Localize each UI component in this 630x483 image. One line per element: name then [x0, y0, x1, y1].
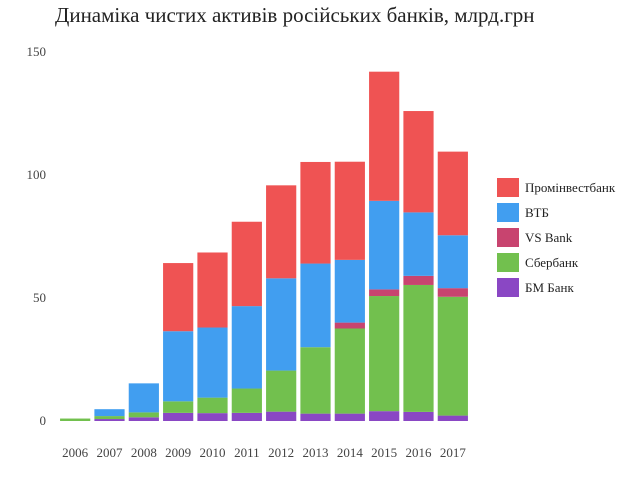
bar-segment — [197, 397, 228, 414]
bar-segment — [403, 411, 434, 421]
legend-label: Промінвестбанк — [525, 180, 616, 195]
bar-segment — [128, 412, 159, 418]
x-tick-label: 2012 — [268, 445, 294, 460]
legend-swatch — [497, 253, 519, 272]
bar-segment — [369, 289, 400, 297]
y-tick-label: 50 — [33, 290, 46, 305]
bar-segment — [300, 413, 331, 421]
bar-segment — [403, 275, 434, 285]
bar-segment — [300, 347, 331, 414]
bar-segment — [163, 401, 194, 413]
x-tick-label: 2015 — [371, 445, 397, 460]
y-tick-label: 100 — [27, 167, 47, 182]
legend: Промінвестбанк ВТБ VS Bank Сбербанк БМ Банк — [497, 178, 616, 297]
bar-segment — [369, 71, 400, 201]
x-tick-label: 2011 — [234, 445, 260, 460]
bar-segment — [231, 221, 262, 307]
bar-segment — [163, 263, 194, 332]
bar-segment — [266, 370, 297, 412]
bar-segment — [334, 259, 365, 323]
x-axis-ticks: 2006 2007 2008 2009 2010 2011 2012 2013 2014 2015… — [62, 445, 466, 460]
bar-segment — [94, 419, 125, 421]
x-tick-label: 2007 — [97, 445, 124, 460]
bar-segment — [437, 288, 468, 297]
bar-segment — [403, 212, 434, 276]
x-tick-label: 2010 — [200, 445, 226, 460]
bar-segment — [300, 161, 331, 264]
bar-segment — [60, 418, 91, 421]
bar-segment — [231, 306, 262, 389]
bar-segment — [334, 328, 365, 414]
legend-label: Сбербанк — [525, 255, 579, 270]
bar-segment — [128, 383, 159, 413]
x-tick-label: 2008 — [131, 445, 157, 460]
legend-swatch — [497, 178, 519, 197]
bar-segment — [403, 111, 434, 213]
bar-segment — [369, 200, 400, 290]
chart-title: Динаміка чистих активів російських банкі… — [55, 3, 535, 27]
bar-segment — [163, 331, 194, 402]
y-tick-label: 150 — [27, 44, 47, 59]
bar-segment — [334, 322, 365, 329]
legend-label: ВТБ — [525, 205, 549, 220]
bar-segment — [94, 409, 125, 417]
bar-segment — [197, 413, 228, 421]
bar-segment — [437, 235, 468, 289]
bar-segment — [163, 412, 194, 421]
bar-segment — [369, 296, 400, 412]
bar-segment — [437, 415, 468, 421]
bar-segment — [231, 412, 262, 421]
x-tick-label: 2006 — [62, 445, 89, 460]
legend-swatch — [497, 228, 519, 247]
bar-segment — [94, 416, 125, 420]
bar-segment — [231, 388, 262, 413]
bar-segment — [266, 185, 297, 279]
legend-swatch — [497, 278, 519, 297]
x-tick-label: 2014 — [337, 445, 364, 460]
y-axis-ticks: 0 50 100 150 — [27, 44, 47, 428]
x-tick-label: 2013 — [303, 445, 329, 460]
bar-segment — [197, 252, 228, 328]
bar-segment — [128, 417, 159, 421]
bar-segment — [369, 411, 400, 421]
bar-segment — [266, 411, 297, 421]
bar-segment — [403, 284, 434, 412]
bar-segment — [437, 151, 468, 236]
bar-segment — [334, 161, 365, 260]
y-tick-label: 0 — [40, 413, 47, 428]
legend-label: VS Bank — [525, 230, 573, 245]
x-tick-label: 2016 — [406, 445, 433, 460]
x-tick-label: 2009 — [165, 445, 191, 460]
legend-swatch — [497, 203, 519, 222]
bar-segment — [197, 327, 228, 398]
bar-segment — [266, 278, 297, 371]
bar-stacks — [60, 71, 468, 421]
x-tick-label: 2017 — [440, 445, 467, 460]
bar-segment — [437, 296, 468, 416]
bar-segment — [334, 413, 365, 421]
bar-segment — [300, 263, 331, 348]
legend-label: БМ Банк — [525, 280, 574, 295]
